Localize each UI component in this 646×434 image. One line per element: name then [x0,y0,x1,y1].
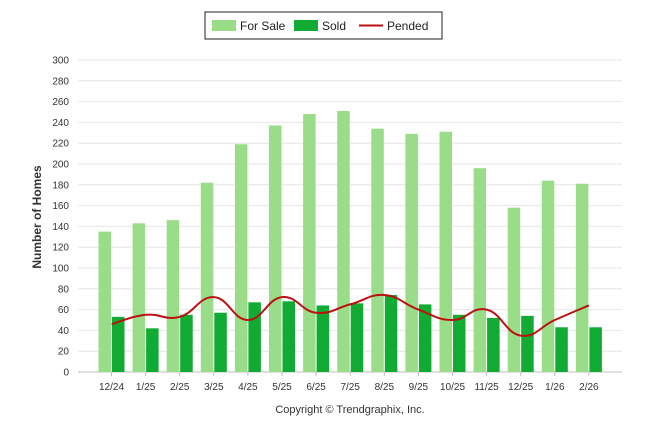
y-tick-label: 120 [52,243,69,254]
bar-sold [521,315,534,372]
y-axis-ticks: 0 20 40 60 80 100 120 140 160 180 200 220 240 260 280 3… [52,56,69,379]
y-tick-label: 240 [52,118,69,129]
bar-for-sale [371,128,384,372]
bar-for-sale [132,223,146,372]
y-tick-label: 40 [58,326,70,337]
y-tick-label: 60 [58,305,70,316]
y-tick-label: 80 [58,284,70,295]
bar-for-sale [98,231,111,372]
bar-for-sale [473,168,487,372]
bar-sold [180,314,193,372]
legend-swatch-for-sale [212,20,236,31]
y-axis-title: Number of Homes [30,165,44,269]
y-tick-label: 100 [52,264,69,275]
y-tick-label: 20 [58,347,70,358]
bar-sold [112,316,125,372]
legend-label-for-sale: For Sale [240,19,286,33]
bar-for-sale [405,133,418,372]
bar-sold [453,314,466,372]
x-axis-ticks: 12/24 1/25 2/25 3/25 4/25 5/25 6/25 7/25 8/25 9/2… [99,372,599,393]
pended-line [111,293,590,337]
y-tick-label: 180 [52,180,69,191]
bar-sold [384,295,398,372]
x-tick-label: 10/25 [440,382,465,393]
x-tick-label: 4/25 [238,382,258,393]
bar-sold [589,327,602,372]
bar-for-sale [200,182,214,372]
x-tick-label: 3/25 [204,382,224,393]
bar-for-sale [166,220,180,372]
legend-box [204,11,443,40]
y-tick-label: 140 [52,222,69,233]
x-tick-label: 11/25 [474,382,499,393]
legend-label-sold: Sold [322,19,346,33]
x-tick-label: 2/25 [170,382,190,393]
x-tick-label: 1/25 [136,382,156,393]
legend: For Sale Sold Pended [204,11,443,40]
y-tick-label: 300 [52,56,69,67]
y-tick-label: 200 [52,160,69,171]
pended-line-layer [111,293,590,337]
x-tick-label: 8/25 [375,382,395,393]
bar-for-sale [541,180,555,372]
bar-sold [555,327,568,372]
x-tick-label: 1/26 [545,382,565,393]
bar-sold [282,301,295,372]
bars [98,110,602,373]
bar-for-sale [439,131,452,372]
bar-sold [248,302,261,372]
copyright-credit: Copyright © Trendgraphix, Inc. [275,404,424,416]
y-tick-label: 0 [63,368,69,379]
legend-swatch-sold [294,20,318,31]
bar-for-sale [303,114,316,372]
bar-sold [146,328,159,372]
y-tick-label: 160 [52,201,69,212]
bar-for-sale [234,144,248,372]
bar-sold [487,317,500,372]
bar-sold [350,303,364,372]
x-tick-label: 12/25 [508,382,533,393]
x-tick-label: 9/25 [409,382,429,393]
bar-for-sale [507,207,521,372]
x-tick-label: 12/24 [99,382,124,393]
legend-label-pended: Pended [387,19,428,33]
y-tick-label: 220 [52,139,69,150]
x-tick-label: 5/25 [272,382,292,393]
x-tick-label: 6/25 [306,382,326,393]
gridlines [78,59,622,373]
bar-sold [214,312,227,372]
bar-sold [316,305,330,372]
y-tick-label: 280 [52,76,69,87]
bar-sold [418,304,432,372]
bar-for-sale [575,183,589,372]
bar-for-sale [269,125,282,373]
y-tick-label: 260 [52,97,69,108]
x-tick-label: 2/26 [579,382,599,393]
bar-for-sale [337,110,350,373]
x-tick-label: 7/25 [340,382,360,393]
